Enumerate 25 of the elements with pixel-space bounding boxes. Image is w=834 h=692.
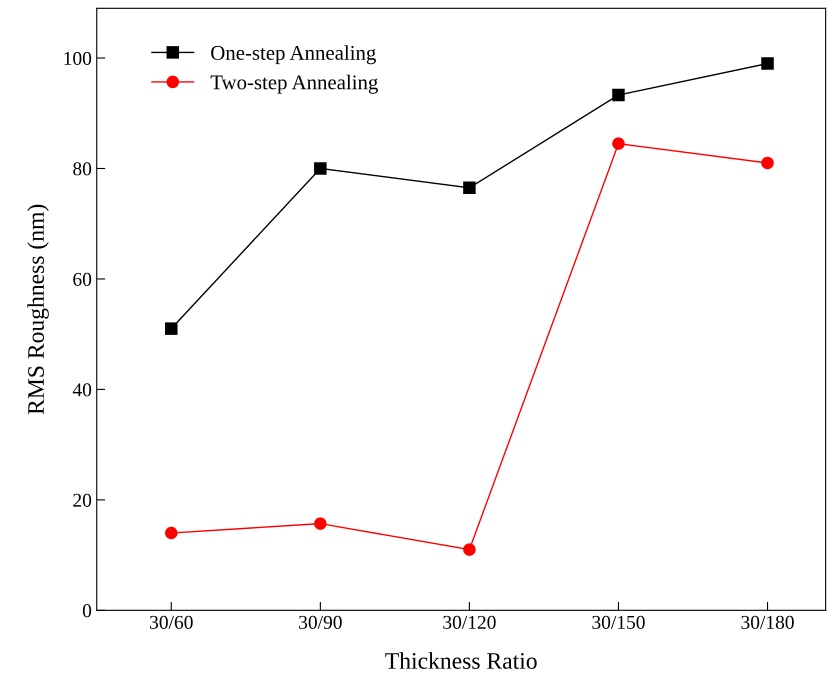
y-tick-label: 100 bbox=[64, 52, 92, 65]
x-tick-label: 30/180 bbox=[741, 616, 794, 629]
point bbox=[165, 322, 178, 335]
point bbox=[314, 517, 327, 530]
x-tick-label: 30/90 bbox=[299, 616, 342, 629]
y-tick-label: 0 bbox=[82, 604, 92, 618]
y-axis-title: RMS Roughness (nm) bbox=[27, 204, 49, 414]
x-axis-title: Thickness Ratio bbox=[385, 652, 537, 669]
x-tick-label: 30/150 bbox=[592, 616, 645, 629]
y-tick-label: 60 bbox=[73, 272, 92, 286]
point bbox=[463, 543, 476, 556]
point bbox=[314, 162, 327, 175]
point bbox=[761, 156, 774, 170]
point bbox=[165, 526, 178, 540]
point bbox=[463, 182, 476, 194]
x-tick-label: 30/120 bbox=[443, 616, 496, 629]
point bbox=[612, 88, 625, 102]
y-tick-label: 40 bbox=[72, 383, 92, 396]
legend-label: One-step Annealing bbox=[211, 45, 376, 64]
y-tick-label: 20 bbox=[73, 494, 92, 507]
legend-label: Two-step Annealing bbox=[210, 74, 378, 94]
point bbox=[612, 137, 625, 150]
point bbox=[761, 57, 774, 70]
y-tick-label: 80 bbox=[73, 162, 92, 176]
x-tick-label: 30/60 bbox=[150, 616, 193, 629]
